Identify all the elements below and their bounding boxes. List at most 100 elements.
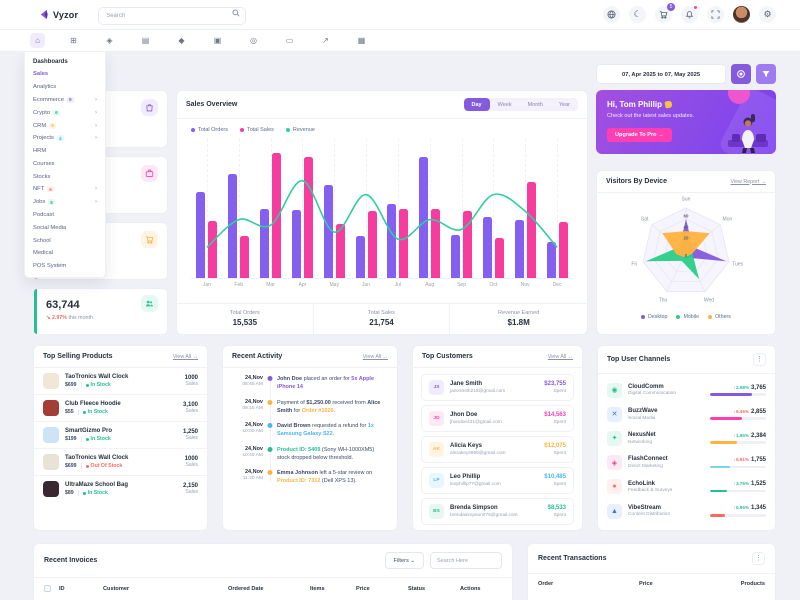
customer-info: Leo Phillip leophillip77@gmail.com xyxy=(450,474,501,487)
sidebar-item-stocks[interactable]: Stocks xyxy=(25,170,105,183)
sidebar-item-label: Medical xyxy=(33,250,53,257)
product-image xyxy=(43,400,59,416)
pages-icon[interactable]: ▤ xyxy=(141,36,150,45)
activity-hour: 10:00 AM xyxy=(242,429,263,434)
customer-email: leophillip77@gmail.com xyxy=(450,481,501,487)
product-name: Club Fleece Hoodie xyxy=(65,401,121,407)
channels-menu-button[interactable]: ⋮ xyxy=(753,353,766,366)
tab-month[interactable]: Month xyxy=(520,98,551,111)
language-button[interactable] xyxy=(603,6,620,23)
select-all-checkbox[interactable] xyxy=(44,585,51,592)
sales-summary: Total Orders 15,535 Total Sales 21,754 Reven… xyxy=(177,303,587,334)
top-customers-title: Top Customers xyxy=(422,353,473,360)
timeline-rail xyxy=(263,446,277,470)
tab-day[interactable]: Day xyxy=(463,98,490,111)
channel-count: ↑3.75% 1,525 xyxy=(733,481,766,488)
progress-fill xyxy=(710,393,752,396)
dark-mode-button[interactable]: ☾ xyxy=(629,6,646,23)
upgrade-pro-button[interactable]: Upgrade To Pro → xyxy=(607,128,672,142)
view-report-link[interactable]: View Report → xyxy=(730,178,766,185)
sales-label: Sales xyxy=(185,408,198,414)
activity-hour: 08:45 AM xyxy=(242,382,263,387)
tab-year[interactable]: Year xyxy=(551,98,578,111)
sidebar-item-crypto[interactable]: Crypto 6 › xyxy=(25,106,105,119)
notifications-button[interactable] xyxy=(681,5,698,23)
status-dot xyxy=(85,464,89,468)
column-header-status: Status xyxy=(408,585,426,592)
bar-group-mar xyxy=(255,139,287,278)
apps-icon[interactable]: ⊞ xyxy=(70,36,77,45)
filters-button[interactable]: Filters ⌄ xyxy=(384,552,424,569)
discover-icon[interactable]: ◎ xyxy=(250,36,257,45)
refresh-button[interactable] xyxy=(731,64,751,84)
spent-label: Spent xyxy=(553,450,566,456)
channel-category: Social Media xyxy=(628,415,656,421)
progress-fill xyxy=(710,489,727,493)
customer-avatar: BS xyxy=(429,504,444,519)
date-range-input[interactable]: 07, Apr 2025 to 07, May 2025 xyxy=(596,64,726,84)
customer-spent: $10,485 Spent xyxy=(544,474,566,487)
sidebar-item-school[interactable]: School xyxy=(25,234,105,247)
timeline-dot xyxy=(267,470,273,475)
crypto-icon[interactable]: ◈ xyxy=(106,36,113,45)
sidebar-item-podcast[interactable]: Podcast xyxy=(25,209,105,222)
month-label: Aug xyxy=(425,282,435,288)
sidebar-item-nft[interactable]: NFT 6 › xyxy=(25,183,105,196)
products-view-all-link[interactable]: View All → xyxy=(172,353,198,360)
customers-view-all-link[interactable]: View All → xyxy=(547,353,573,360)
sidebar-item-medical[interactable]: Medical xyxy=(25,247,105,260)
home-icon[interactable]: ⌂ xyxy=(30,33,45,48)
fullscreen-button[interactable] xyxy=(707,6,724,23)
activity-item: 24,Nov 10:45 AM Product ID: 5409 (Sony WH-… xyxy=(229,446,388,470)
search-input[interactable] xyxy=(98,7,247,25)
sidebar-item-label: Stocks xyxy=(33,173,51,180)
customers-change: ↘ 2.97% this month xyxy=(46,315,93,321)
channel-stats: ↑0.95% 1,345 xyxy=(710,505,766,517)
transactions-menu-button[interactable]: ⋮ xyxy=(752,552,765,565)
sidebar-item-label: NFT xyxy=(33,186,45,193)
chevron-right-icon: › xyxy=(95,109,97,116)
sidebar-item-jobs[interactable]: Jobs 8 › xyxy=(25,196,105,209)
svg-text:Sun: Sun xyxy=(682,197,691,203)
sidebar-item-badge: 6 xyxy=(53,109,60,116)
visitors-card: Visitors By Device View Report → Sun Mon T… xyxy=(596,170,776,335)
sidebar-item-label: Crypto xyxy=(33,109,51,116)
customer-name: Leo Phillip xyxy=(450,474,481,481)
sidebar-item-analytics[interactable]: Analytics xyxy=(25,81,105,94)
bar-group-apr xyxy=(286,139,318,278)
filter-button[interactable] xyxy=(756,64,776,84)
tables-icon[interactable]: ▦ xyxy=(357,36,366,45)
sidebar-item-courses[interactable]: Courses xyxy=(25,157,105,170)
sidebar-item-crm[interactable]: CRM 5 › xyxy=(25,119,105,132)
settings-button[interactable]: ⚙ xyxy=(759,6,776,23)
month-label: Jun xyxy=(362,282,371,288)
sidebar-item-projects[interactable]: Projects 4 › xyxy=(25,132,105,145)
bar-total-orders xyxy=(546,241,556,278)
radar-legend-desktop: Desktop xyxy=(641,314,667,320)
product-image xyxy=(43,427,59,443)
sidebar-item-ecommerce[interactable]: Ecommerce 9 › xyxy=(25,94,105,107)
product-info: Club Fleece Hoodie $55 In Stock xyxy=(65,401,121,415)
channel-stats: ↓5.91% 1,755 xyxy=(710,457,766,469)
brand-logo[interactable]: Vyzor xyxy=(38,9,78,20)
tab-week[interactable]: Week xyxy=(490,98,520,111)
nft-icon[interactable]: ◆ xyxy=(178,36,185,45)
activity-hour: 09:15 AM xyxy=(242,405,263,411)
search-box xyxy=(98,4,247,25)
sidebar-item-pos-system[interactable]: POS System xyxy=(25,260,105,273)
column-header-price: Price xyxy=(639,581,653,587)
sidebar-item-social-media[interactable]: Social Media xyxy=(25,221,105,234)
jobs-icon[interactable]: ▣ xyxy=(213,36,222,45)
ecommerce-icon[interactable]: ▭ xyxy=(285,36,294,45)
product-info: TaoTronics Wall Clock $699 Out Of Stock xyxy=(65,455,128,469)
sidebar-item-sales[interactable]: Sales xyxy=(25,68,105,81)
profile-button[interactable] xyxy=(733,6,750,23)
invoice-search-input[interactable] xyxy=(430,552,502,569)
charts-icon[interactable]: ↗ xyxy=(322,36,329,45)
channel-name: BuzzWave xyxy=(628,408,658,415)
activity-view-all-link[interactable]: View All → xyxy=(362,353,388,360)
sidebar-item-hrm[interactable]: HRM xyxy=(25,145,105,158)
activity-date: 24,Nov xyxy=(244,375,263,381)
cart-button[interactable]: 5 xyxy=(655,3,675,23)
activity-date: 24,Nov xyxy=(244,398,263,405)
